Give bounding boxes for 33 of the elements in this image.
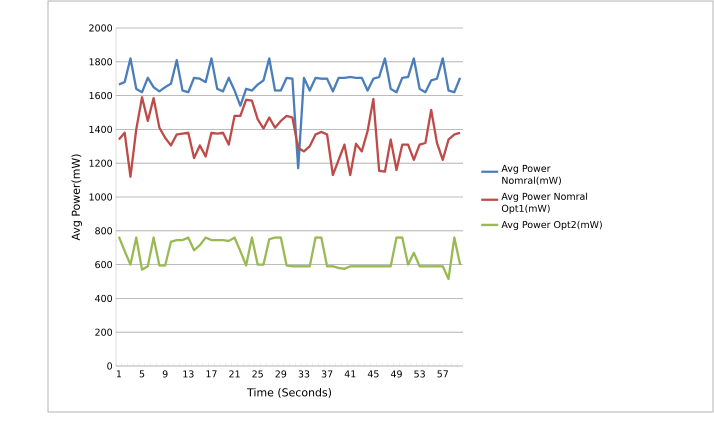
- x-tick-label: 57: [437, 370, 448, 378]
- x-tick-label: 17: [206, 370, 217, 378]
- x-tick-label: 5: [140, 370, 144, 378]
- y-tick-label: 1400: [90, 126, 112, 133]
- x-tick-label: 53: [414, 370, 425, 378]
- y-tick-label: 1200: [90, 160, 112, 167]
- line-series: [118, 96, 462, 178]
- x-tick-label: 21: [229, 370, 240, 378]
- y-tick-label: 1600: [90, 92, 112, 100]
- y-tick-label: 400: [95, 294, 112, 302]
- x-tick-label: 1: [116, 370, 122, 378]
- x-tick-label: 45: [368, 370, 379, 378]
- y-tick-label: 600: [95, 261, 112, 268]
- y-tick-label: 1000: [90, 193, 112, 201]
- y-tick-label: 2000: [89, 24, 112, 32]
- y-tick-label: 200: [95, 328, 112, 336]
- legend-label: Avg Power Nomral(mW): [501, 164, 561, 186]
- legend-label: Avg Power Nomral Opt1(mW): [501, 192, 588, 214]
- line-series: [118, 57, 462, 170]
- x-tick-label: 49: [390, 370, 402, 378]
- x-tick-label: 25: [252, 370, 263, 378]
- y-tick-label: 0: [107, 362, 112, 370]
- x-tick-label: 29: [275, 370, 286, 378]
- x-axis-title: Time (Seconds): [247, 388, 332, 398]
- x-tick-label: 33: [298, 370, 310, 378]
- y-tick-label: 800: [95, 227, 112, 234]
- y-tick-label: 1800: [90, 58, 112, 66]
- x-tick-label: 9: [162, 370, 168, 378]
- x-tick-label: 37: [322, 370, 332, 378]
- x-tick-label: 41: [344, 370, 356, 378]
- x-tick-label: 13: [183, 370, 194, 378]
- legend-label: Avg Power Opt2(mW): [501, 220, 602, 230]
- y-axis-title: Avg Power(mW): [71, 154, 82, 240]
